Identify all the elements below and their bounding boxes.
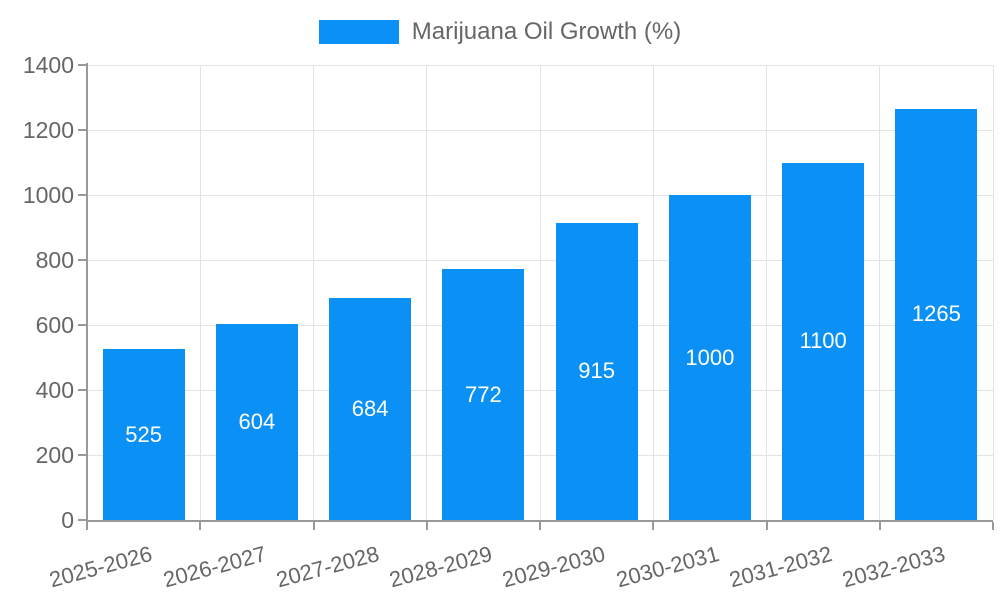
bar: 525: [102, 349, 185, 520]
x-axis-tick: [86, 522, 88, 530]
gridline-v: [539, 65, 541, 520]
y-axis-line: [86, 63, 88, 521]
x-axis-tick-label: 2031-2032: [726, 541, 835, 593]
x-axis-tick: [539, 522, 541, 530]
x-axis-tick-label: 2026-2027: [160, 541, 269, 593]
y-axis-tick-label: 600: [35, 312, 74, 338]
x-axis-tick: [312, 522, 315, 530]
bar: 684: [329, 297, 412, 520]
bar: 1000: [668, 195, 751, 520]
bar: 1100: [782, 162, 865, 520]
x-axis-tick: [992, 522, 994, 530]
x-axis-tick-label: 2027-2028: [273, 541, 382, 593]
y-axis-tick-label: 400: [35, 377, 74, 403]
bar: 604: [215, 323, 298, 520]
y-axis-tick-label: 800: [35, 247, 74, 273]
y-axis-tick-label: 1400: [22, 52, 74, 78]
legend: Marijuana Oil Growth (%): [0, 20, 1000, 44]
x-axis-tick-label: 2025-2026: [46, 541, 156, 593]
y-axis-tick: [78, 129, 87, 131]
x-axis-tick: [878, 522, 881, 530]
y-axis-tick-label: 1200: [22, 117, 74, 143]
gridline-v: [766, 65, 767, 520]
x-axis-tick-label: 2028-2029: [386, 541, 495, 593]
y-axis-tick: [78, 389, 87, 391]
bar: 772: [442, 269, 525, 520]
gridline-v: [992, 65, 994, 520]
gridline-v: [199, 65, 201, 520]
gridline-v: [879, 65, 881, 520]
y-axis-tick: [78, 259, 87, 261]
bar-value-label: 915: [578, 358, 615, 384]
bar: 1265: [895, 108, 978, 520]
y-axis-tick: [78, 454, 87, 456]
y-axis-tick-label: 200: [35, 442, 74, 468]
y-axis-tick-label: 0: [61, 507, 74, 533]
x-axis-line: [86, 520, 993, 522]
gridline-v: [426, 65, 428, 520]
y-axis-tick: [78, 324, 87, 326]
gridline-v: [313, 65, 314, 520]
legend-swatch: [318, 20, 399, 44]
x-axis-tick: [765, 522, 768, 530]
y-axis-tick: [78, 194, 87, 196]
bar-value-label: 772: [465, 381, 502, 407]
bar-value-label: 604: [238, 408, 276, 434]
x-axis-tick-label: 2032-2033: [839, 541, 948, 593]
bar-value-label: 525: [125, 421, 162, 447]
y-axis-tick: [78, 64, 87, 66]
bar-value-label: 1265: [911, 301, 961, 327]
legend-label: Marijuana Oil Growth (%): [411, 18, 682, 45]
bar-value-label: 1000: [685, 344, 735, 370]
x-axis-tick: [652, 522, 655, 530]
y-axis-tick-label: 1000: [22, 182, 74, 208]
x-axis-tick: [425, 522, 428, 530]
bar: 915: [555, 222, 638, 520]
bar-value-label: 1100: [799, 328, 847, 354]
y-axis-tick: [78, 519, 87, 521]
x-axis-tick-label: 2029-2030: [499, 541, 609, 593]
bar-value-label: 684: [351, 395, 389, 421]
gridline-v: [652, 65, 654, 520]
x-axis-tick-label: 2030-2031: [613, 541, 722, 593]
x-axis-tick: [199, 522, 202, 530]
